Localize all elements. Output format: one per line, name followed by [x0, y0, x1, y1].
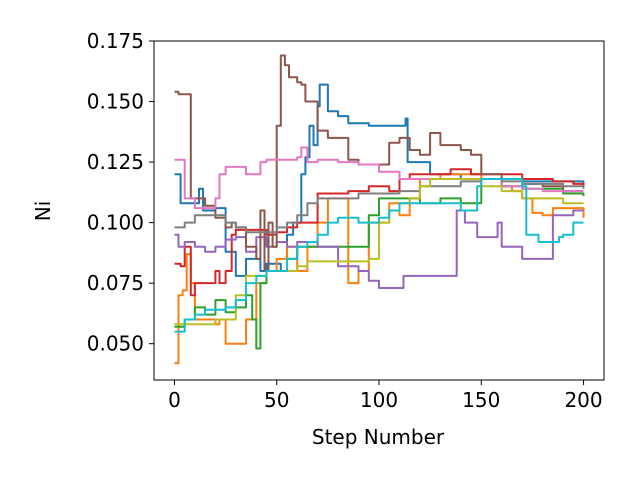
y-tick-label: 0.125 [87, 150, 144, 174]
y-tick-label: 0.100 [87, 211, 144, 235]
series-layer [174, 54, 585, 365]
x-tick-label: 150 [462, 388, 500, 412]
y-tick-label: 0.075 [87, 271, 144, 295]
y-tick-label: 0.150 [87, 90, 144, 114]
series-line-6 [174, 54, 584, 272]
x-tick-label: 50 [264, 388, 289, 412]
x-axis: 0 50 100 150 200 [168, 380, 603, 412]
series-line-1 [174, 83, 585, 277]
y-axis: 0.050 0.075 0.100 0.125 0.150 0.175 [87, 29, 154, 356]
x-axis-label: Step Number [312, 425, 445, 449]
y-tick-label: 0.175 [87, 29, 144, 53]
y-tick-label: 0.050 [87, 332, 144, 356]
x-tick-label: 200 [564, 388, 602, 412]
series-line-10 [174, 178, 584, 333]
x-tick-label: 0 [168, 388, 181, 412]
y-axis-label: Ni [31, 201, 55, 222]
series-line-5 [174, 209, 584, 289]
x-tick-label: 100 [360, 388, 398, 412]
